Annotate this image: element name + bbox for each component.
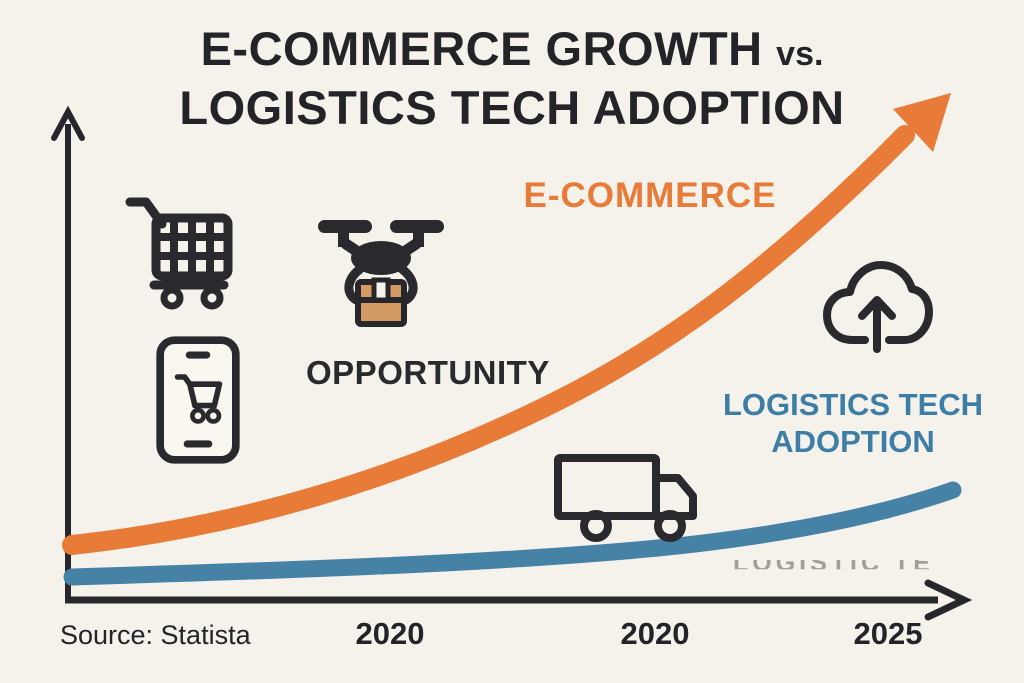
y-axis-arrowhead-icon (51, 105, 85, 141)
delivery-drone-icon (318, 220, 444, 327)
upload-arrow-head (858, 296, 896, 320)
x-tick-2020-left: 2020 (355, 616, 425, 651)
x-tick-2020-mid: 2020 (620, 616, 690, 651)
opportunity-label: OPPORTUNITY (306, 354, 550, 391)
title-line1-suffix: vs. (776, 35, 824, 73)
logistics-label-line2: ADOPTION (771, 424, 935, 459)
x-tick-2025: 2025 (853, 616, 923, 651)
logistics-label-line1: LOGISTICS TECH (722, 387, 984, 422)
x-axis-arrowhead-icon (924, 579, 973, 621)
ecommerce-curve-label: E-COMMERCE (523, 176, 777, 215)
page-title: E-COMMERCE GROWTH vs. LOGISTICS TECH ADO… (0, 22, 1024, 135)
mobile-shopping-icon (156, 336, 240, 464)
source-attribution: Source: Statista (60, 620, 251, 650)
title-line2: LOGISTICS TECH ADOPTION (179, 81, 845, 134)
ghost-text-artifact: LOGISTIC TE (733, 549, 934, 577)
cloud-upload-icon (823, 261, 933, 353)
ecommerce-curve (62, 125, 915, 555)
shopping-cart-icon (125, 197, 233, 310)
logistics-curve-label: LOGISTICS TECH ADOPTION (698, 386, 1008, 460)
title-line1-main: E-COMMERCE GROWTH (200, 22, 777, 75)
logistics-tech-curve (63, 481, 962, 586)
title-line1: E-COMMERCE GROWTH vs. (201, 22, 824, 75)
delivery-truck-icon (554, 454, 697, 542)
ecommerce-curve-arrowhead-icon (893, 93, 951, 152)
